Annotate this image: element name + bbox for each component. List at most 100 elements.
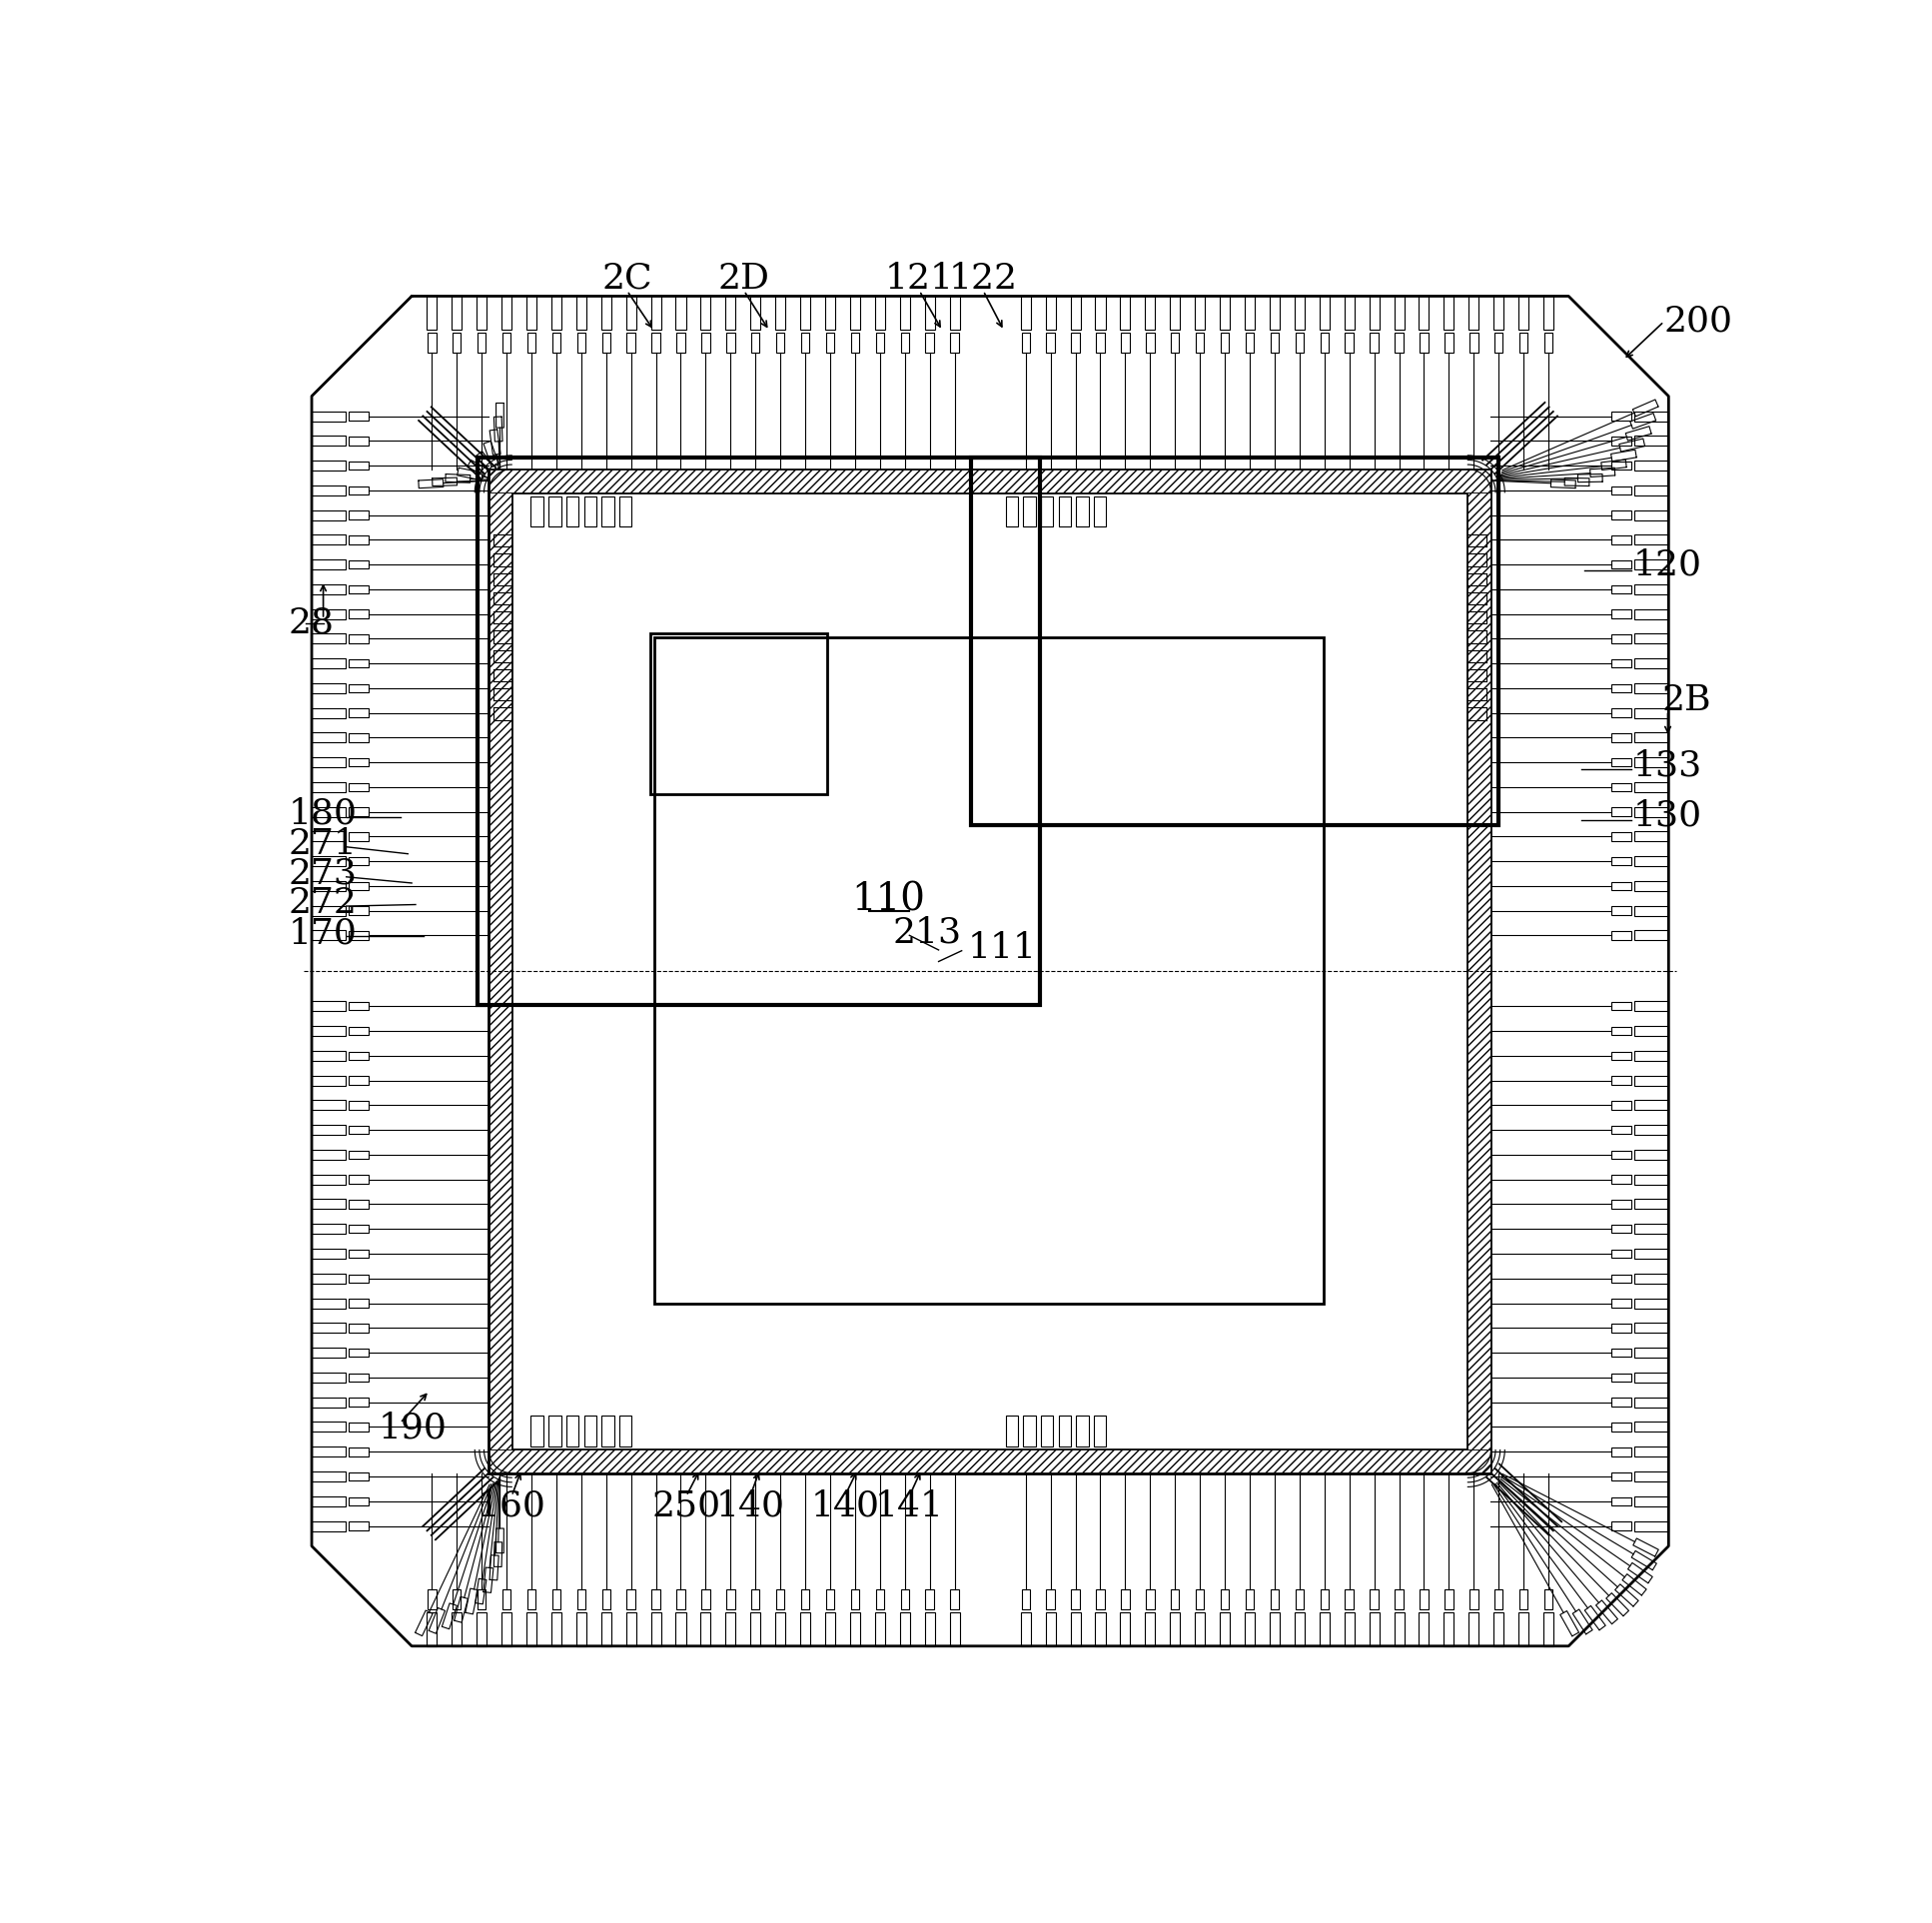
Bar [1470, 333, 1478, 354]
Bar [348, 560, 369, 569]
Bar [576, 296, 585, 331]
Bar [1519, 1611, 1528, 1646]
Bar [311, 931, 346, 940]
Bar [1634, 1050, 1669, 1061]
Bar [1493, 1611, 1503, 1646]
Bar [348, 1250, 369, 1258]
Bar [527, 333, 535, 354]
Bar [311, 1075, 346, 1085]
Bar [348, 635, 369, 642]
Bar [348, 610, 369, 617]
Bar [1634, 585, 1669, 594]
Bar [1611, 1348, 1633, 1358]
Bar [701, 1611, 711, 1646]
Bar [651, 296, 661, 331]
Bar [1269, 296, 1279, 331]
Bar [1146, 296, 1155, 331]
Text: 140: 140 [810, 1488, 879, 1523]
Bar [348, 1175, 369, 1185]
Text: 250: 250 [651, 1488, 721, 1523]
Bar [1271, 333, 1279, 354]
Bar [348, 1125, 369, 1135]
Bar [1634, 658, 1669, 669]
Bar [1634, 708, 1669, 717]
Bar [1634, 1200, 1669, 1210]
Bar [311, 856, 346, 865]
Bar [1611, 610, 1633, 617]
Bar [348, 1423, 369, 1431]
Bar [1047, 1588, 1055, 1610]
Bar [620, 496, 632, 527]
Bar [825, 1611, 835, 1646]
Bar [1544, 1588, 1553, 1610]
Bar [1045, 296, 1055, 331]
Bar [603, 1588, 611, 1610]
Bar [701, 1588, 709, 1610]
Bar [825, 333, 835, 354]
Bar [1611, 733, 1633, 742]
Bar [1171, 296, 1180, 331]
Bar [1634, 560, 1669, 569]
Bar [427, 296, 437, 331]
Bar [1634, 1125, 1669, 1135]
Bar [825, 296, 835, 331]
Bar [1611, 1250, 1633, 1258]
Bar [1634, 1027, 1669, 1036]
Bar [583, 1415, 597, 1446]
Bar [311, 635, 346, 644]
Text: 271: 271 [288, 827, 357, 862]
Bar [951, 1611, 960, 1646]
Bar [348, 1225, 369, 1233]
Bar [348, 1052, 369, 1060]
Bar [726, 1611, 736, 1646]
Bar [726, 1588, 734, 1610]
Bar [348, 685, 369, 692]
Bar [311, 733, 346, 742]
Bar [1634, 1150, 1669, 1160]
Bar [1611, 585, 1633, 594]
Text: 213: 213 [893, 915, 962, 950]
Bar [1005, 496, 1018, 527]
Bar [348, 535, 369, 544]
Bar [1611, 1275, 1633, 1283]
Bar [1634, 1323, 1669, 1333]
Bar [1420, 1588, 1428, 1610]
Bar [452, 1611, 462, 1646]
Bar [1095, 333, 1105, 354]
Bar [311, 881, 346, 890]
Bar [1634, 856, 1669, 865]
Bar [1611, 660, 1633, 667]
Bar [1146, 1588, 1155, 1610]
Bar [311, 1248, 346, 1260]
Bar [311, 1100, 346, 1110]
Bar [348, 1300, 369, 1308]
Bar [311, 1471, 346, 1481]
Bar [1634, 783, 1669, 792]
Bar [1024, 496, 1036, 527]
Bar [311, 758, 346, 767]
Bar [752, 333, 759, 354]
Bar [348, 858, 369, 865]
Bar [972, 458, 1499, 825]
Bar [348, 1002, 369, 1010]
Bar [1418, 1611, 1430, 1646]
Text: 200: 200 [1663, 304, 1733, 338]
Bar [1146, 1611, 1155, 1646]
Bar [1634, 1446, 1669, 1458]
Bar [850, 1611, 860, 1646]
Bar [951, 1588, 958, 1610]
Bar [1370, 296, 1379, 331]
Bar [477, 296, 487, 331]
Bar [348, 1077, 369, 1085]
Bar [1611, 808, 1633, 815]
Bar [1221, 1588, 1229, 1610]
Text: 28: 28 [288, 606, 334, 640]
Bar [311, 658, 346, 669]
Bar [311, 1027, 346, 1036]
Bar [1611, 1052, 1633, 1060]
Bar [1196, 1588, 1204, 1610]
Bar [1041, 496, 1053, 527]
Bar [676, 1611, 686, 1646]
Bar [1244, 1611, 1254, 1646]
Bar [1611, 560, 1633, 569]
